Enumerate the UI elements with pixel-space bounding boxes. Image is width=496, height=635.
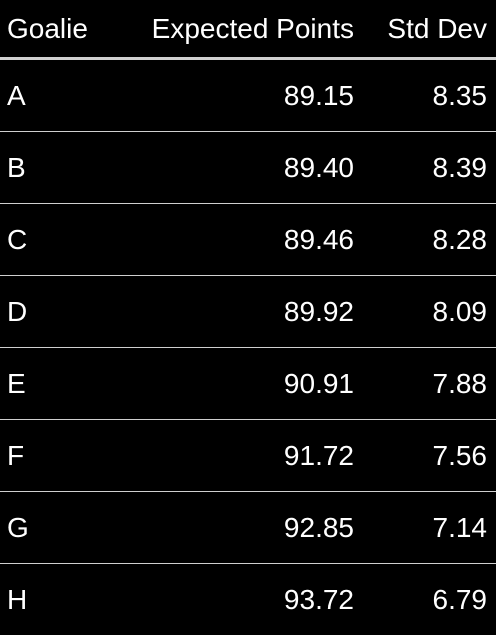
table-row: F 91.72 7.56	[0, 420, 496, 492]
table-row: H 93.72 6.79	[0, 564, 496, 635]
goalie-cell: F	[0, 420, 110, 492]
expected-points-cell: 89.46	[110, 204, 360, 276]
std-dev-cell: 8.39	[360, 132, 496, 204]
table-row: C 89.46 8.28	[0, 204, 496, 276]
expected-points-cell: 89.92	[110, 276, 360, 348]
table-row: E 90.91 7.88	[0, 348, 496, 420]
std-dev-cell: 6.79	[360, 564, 496, 635]
expected-points-cell: 92.85	[110, 492, 360, 564]
expected-points-cell: 89.15	[110, 59, 360, 132]
std-dev-cell: 8.28	[360, 204, 496, 276]
goalie-cell: C	[0, 204, 110, 276]
std-dev-cell: 8.35	[360, 59, 496, 132]
std-dev-cell: 7.56	[360, 420, 496, 492]
goalie-cell: G	[0, 492, 110, 564]
expected-points-cell: 91.72	[110, 420, 360, 492]
header-row: Goalie Expected Points Std Dev	[0, 0, 496, 59]
table-body: A 89.15 8.35 B 89.40 8.39 C 89.46 8.28 D…	[0, 59, 496, 635]
expected-points-cell: 89.40	[110, 132, 360, 204]
table-row: B 89.40 8.39	[0, 132, 496, 204]
header-std-dev: Std Dev	[360, 0, 496, 59]
table-row: G 92.85 7.14	[0, 492, 496, 564]
expected-points-cell: 93.72	[110, 564, 360, 635]
table-row: D 89.92 8.09	[0, 276, 496, 348]
goalie-cell: B	[0, 132, 110, 204]
goalie-cell: H	[0, 564, 110, 635]
header-expected-points: Expected Points	[110, 0, 360, 59]
table-row: A 89.15 8.35	[0, 59, 496, 132]
header-goalie: Goalie	[0, 0, 110, 59]
std-dev-cell: 8.09	[360, 276, 496, 348]
goalie-cell: E	[0, 348, 110, 420]
table-header: Goalie Expected Points Std Dev	[0, 0, 496, 59]
goalie-cell: D	[0, 276, 110, 348]
std-dev-cell: 7.14	[360, 492, 496, 564]
goalie-cell: A	[0, 59, 110, 132]
std-dev-cell: 7.88	[360, 348, 496, 420]
expected-points-cell: 90.91	[110, 348, 360, 420]
